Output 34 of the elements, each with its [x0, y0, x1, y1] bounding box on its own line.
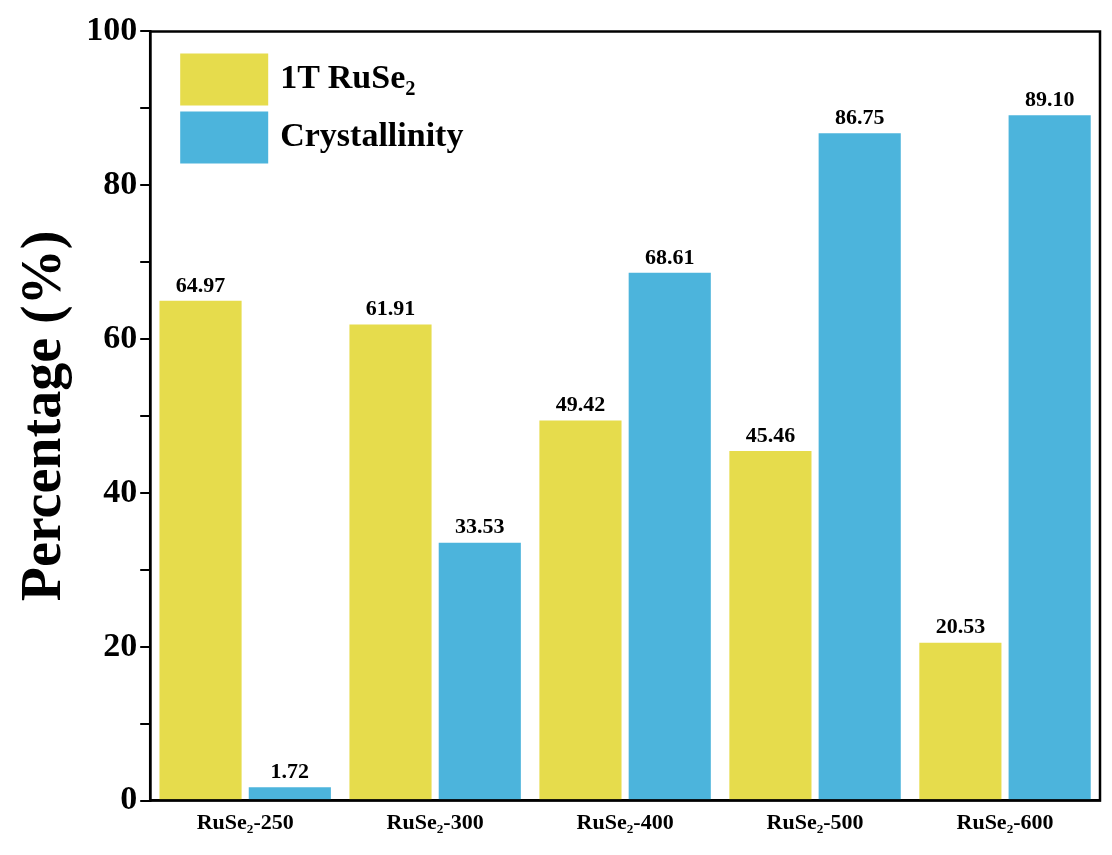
y-tick-label: 80	[103, 164, 138, 202]
data-label: 1.72	[270, 758, 310, 784]
y-tick-label: 100	[86, 10, 138, 48]
bar	[539, 420, 622, 800]
y-tick-label: 20	[103, 625, 138, 663]
bar	[628, 272, 711, 800]
x-tick-label: RuSe₂-300	[386, 809, 484, 835]
x-tick-label: RuSe₂-250	[196, 809, 294, 835]
y-tick-label: 60	[103, 317, 138, 355]
data-label: 20.53	[935, 613, 986, 639]
bar	[248, 787, 331, 800]
bar	[1008, 115, 1091, 800]
data-label: 68.61	[644, 243, 695, 269]
legend-label: Crystallinity	[280, 116, 464, 154]
y-axis-title: Percentage (%)	[10, 230, 74, 602]
bar	[159, 300, 242, 800]
bar	[729, 450, 812, 800]
bar	[919, 642, 1002, 800]
bar	[349, 324, 432, 800]
bar	[438, 542, 521, 800]
data-label: 61.91	[365, 295, 416, 321]
data-label: 86.75	[834, 104, 885, 130]
x-tick-label: RuSe₂-500	[766, 809, 864, 835]
bar	[818, 133, 901, 800]
x-tick-label: RuSe₂-600	[956, 809, 1054, 835]
data-label: 64.97	[175, 271, 226, 297]
data-label: 89.10	[1024, 85, 1075, 111]
x-tick-label: RuSe₂-400	[576, 809, 674, 835]
data-label: 33.53	[455, 513, 505, 539]
legend-label: 1T RuSe₂	[280, 58, 416, 96]
y-tick-label: 0	[120, 779, 138, 817]
data-label: 49.42	[555, 391, 606, 417]
data-label: 45.46	[745, 421, 796, 447]
y-tick-label: 40	[103, 471, 138, 509]
